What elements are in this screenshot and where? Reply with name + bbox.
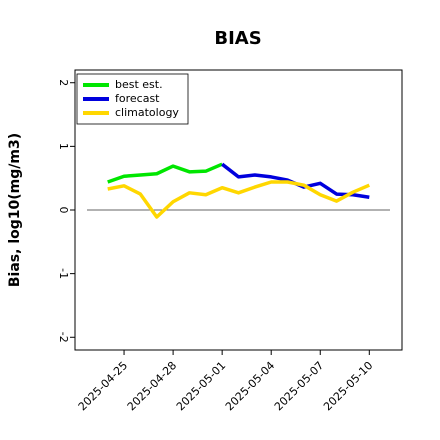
x-tick-label: 2025-05-04 bbox=[223, 359, 277, 413]
x-tick-label: 2025-04-25 bbox=[76, 359, 130, 413]
x-tick-label: 2025-05-01 bbox=[174, 359, 228, 413]
y-tick-label: -2 bbox=[57, 332, 70, 343]
x-tick-label: 2025-05-07 bbox=[272, 359, 326, 413]
y-tick-label: 1 bbox=[57, 143, 70, 150]
x-tick-label: 2025-05-10 bbox=[321, 359, 375, 413]
legend-label: forecast bbox=[115, 92, 160, 105]
series-line bbox=[107, 162, 223, 184]
series-line bbox=[107, 180, 370, 219]
legend-label: best est. bbox=[115, 78, 163, 91]
y-tick-label: 0 bbox=[57, 207, 70, 214]
y-tick-label: -1 bbox=[57, 268, 70, 279]
legend-label: climatology bbox=[115, 106, 179, 119]
y-tick-label: 2 bbox=[57, 79, 70, 86]
chart-title: BIAS bbox=[214, 28, 261, 49]
plot-frame bbox=[74, 69, 403, 351]
y-axis-label: Bias, log10(mg/m3) bbox=[7, 133, 23, 287]
x-tick-label: 2025-04-28 bbox=[125, 359, 179, 413]
